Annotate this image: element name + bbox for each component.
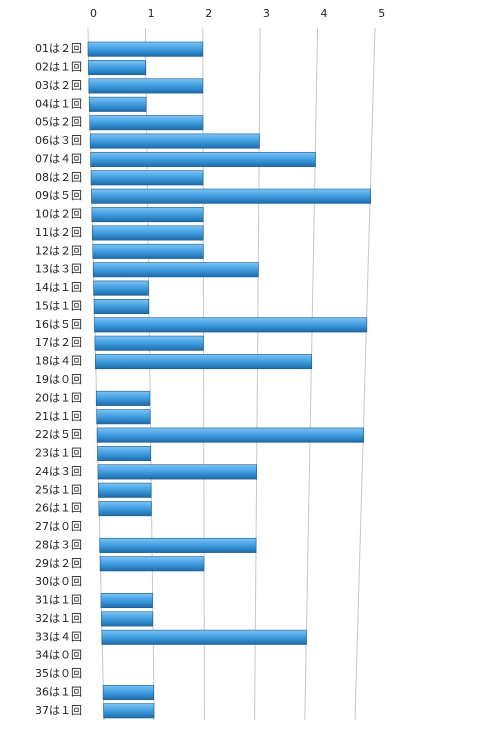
bar bbox=[99, 537, 257, 553]
x-tick-label: 4 bbox=[321, 7, 328, 20]
bar bbox=[93, 298, 150, 314]
bar bbox=[91, 188, 371, 204]
bar bbox=[95, 354, 313, 370]
y-tick-label: 29は２回 bbox=[35, 557, 82, 570]
y-tick-label: 03は２回 bbox=[35, 79, 82, 92]
bar bbox=[90, 170, 204, 186]
bar bbox=[89, 115, 204, 131]
bar bbox=[96, 409, 151, 425]
x-tick-label: 5 bbox=[378, 7, 385, 20]
y-tick-label: 01は２回 bbox=[35, 42, 82, 55]
bar bbox=[88, 60, 146, 76]
bar bbox=[97, 464, 258, 480]
y-tick-label: 13は３回 bbox=[35, 263, 82, 276]
bar bbox=[94, 335, 204, 351]
y-tick-label: 06は３回 bbox=[35, 134, 82, 147]
y-tick-label: 32は１回 bbox=[35, 612, 82, 625]
bar bbox=[100, 593, 153, 609]
bar bbox=[92, 262, 259, 278]
y-tick-label: 35は０回 bbox=[35, 667, 82, 680]
bar bbox=[90, 151, 316, 167]
bar bbox=[98, 501, 152, 517]
y-tick-label: 16は５回 bbox=[35, 318, 82, 331]
y-tick-label: 31は１回 bbox=[35, 594, 82, 607]
y-tick-label: 15は１回 bbox=[35, 299, 82, 312]
y-tick-label: 25は１回 bbox=[35, 483, 82, 496]
bar bbox=[101, 611, 154, 627]
y-tick-label: 05は２回 bbox=[35, 116, 82, 129]
y-tick-label: 09は５回 bbox=[35, 189, 82, 202]
grid-line bbox=[202, 27, 205, 721]
bar bbox=[97, 446, 151, 462]
y-tick-label: 23は１回 bbox=[35, 447, 82, 460]
grid-line bbox=[254, 27, 261, 721]
y-tick-label: 19は０回 bbox=[35, 373, 82, 386]
y-tick-label: 36は１回 bbox=[35, 685, 82, 698]
bar bbox=[95, 390, 151, 406]
y-tick-label: 30は０回 bbox=[35, 575, 82, 588]
y-tick-label: 12は２回 bbox=[35, 244, 82, 257]
y-tick-label: 14は１回 bbox=[35, 281, 82, 294]
bar bbox=[103, 703, 155, 719]
y-tick-label: 20は１回 bbox=[35, 391, 82, 404]
bar bbox=[99, 556, 205, 572]
grid-line bbox=[304, 27, 319, 721]
bar bbox=[102, 684, 155, 700]
y-tick-label: 17は２回 bbox=[35, 336, 82, 349]
y-tick-label: 27は０回 bbox=[35, 520, 82, 533]
grid-line bbox=[354, 27, 376, 721]
y-tick-label: 22は５回 bbox=[35, 428, 82, 441]
x-tick-label: 2 bbox=[205, 7, 212, 20]
y-tick-label: 18は４回 bbox=[35, 355, 82, 368]
x-tick-label: 3 bbox=[263, 7, 270, 20]
bar bbox=[88, 96, 147, 112]
bar bbox=[92, 243, 204, 259]
y-tick-label: 04は１回 bbox=[35, 97, 82, 110]
bar bbox=[93, 280, 149, 296]
bar bbox=[87, 41, 204, 57]
bar bbox=[101, 629, 307, 645]
bar bbox=[98, 482, 152, 498]
y-tick-label: 28は３回 bbox=[35, 538, 82, 551]
y-tick-label: 11は２回 bbox=[35, 226, 82, 239]
y-tick-label: 24は３回 bbox=[35, 465, 82, 478]
bar bbox=[88, 78, 204, 94]
bar bbox=[89, 133, 260, 149]
x-tick-label: 1 bbox=[148, 7, 155, 20]
y-tick-label: 21は１回 bbox=[35, 410, 82, 423]
bar bbox=[96, 427, 364, 443]
y-tick-label: 33は４回 bbox=[35, 630, 82, 643]
y-tick-label: 34は０回 bbox=[35, 649, 82, 662]
y-tick-label: 37は１回 bbox=[35, 704, 82, 717]
y-tick-label: 02は１回 bbox=[35, 61, 82, 74]
y-tick-label: 10は２回 bbox=[35, 208, 82, 221]
bar bbox=[92, 225, 204, 241]
bar bbox=[94, 317, 368, 333]
y-tick-label: 26は１回 bbox=[35, 502, 82, 515]
y-tick-label: 07は４回 bbox=[35, 152, 82, 165]
x-tick-label: 0 bbox=[90, 7, 97, 20]
bar bbox=[91, 207, 204, 223]
y-tick-label: 08は２回 bbox=[35, 171, 82, 184]
